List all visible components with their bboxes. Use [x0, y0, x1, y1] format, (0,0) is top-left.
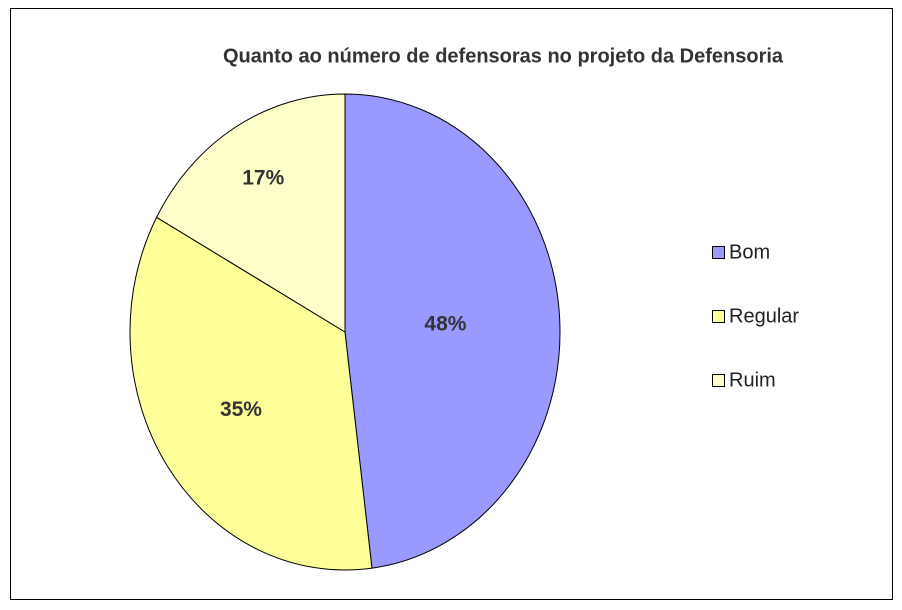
legend-swatch — [712, 374, 725, 387]
chart-title: Quanto ao número de defensoras no projet… — [223, 45, 784, 67]
data-label: 48% — [424, 313, 466, 336]
legend-swatch — [712, 246, 725, 259]
legend-label: Ruim — [729, 369, 776, 391]
legend-label: Bom — [729, 241, 770, 263]
data-label: 17% — [242, 167, 284, 190]
legend-swatch — [712, 310, 725, 323]
pie-slice — [344, 93, 561, 569]
pie-slice — [129, 216, 373, 571]
data-label: 35% — [220, 398, 262, 421]
pie-slice — [155, 93, 346, 333]
legend-label: Regular — [729, 305, 799, 327]
